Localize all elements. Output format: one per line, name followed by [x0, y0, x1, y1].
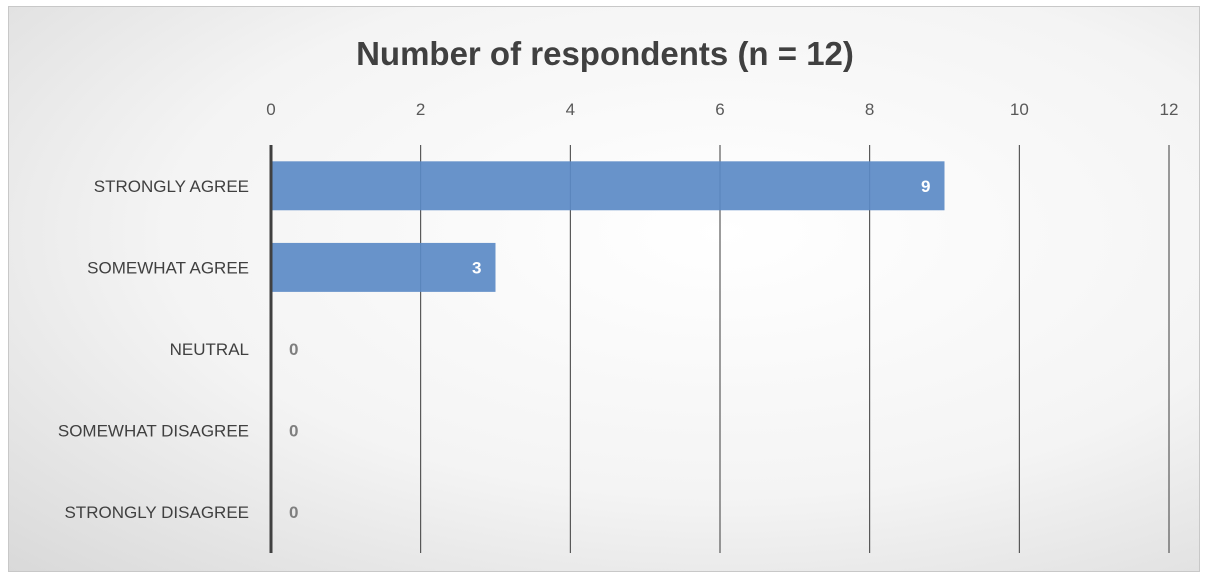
chart-area: Number of respondents (n = 12) 0 2 4 6 8 10 12…	[8, 6, 1200, 572]
x-axis-ticks: 0 2 4 6 8 10 12	[266, 100, 1178, 119]
bar-chart: Number of respondents (n = 12) 0 2 4 6 8 10 12…	[58, 35, 1178, 553]
x-tick-label: 12	[1160, 100, 1179, 119]
chart-title: Number of respondents (n = 12)	[356, 35, 854, 72]
category-label: NEUTRAL	[170, 340, 249, 359]
data-label: 3	[472, 258, 481, 277]
x-tick-label: 10	[1010, 100, 1029, 119]
data-label: 9	[921, 177, 930, 196]
x-tick-label: 2	[416, 100, 425, 119]
x-tick-label: 0	[266, 100, 275, 119]
x-tick-label: 4	[566, 100, 575, 119]
category-label: SOMEWHAT AGREE	[87, 258, 249, 277]
data-label: 0	[289, 340, 298, 359]
category-label: STRONGLY AGREE	[94, 177, 249, 196]
gridlines	[420, 145, 1170, 553]
x-tick-label: 8	[865, 100, 874, 119]
category-label: STRONGLY DISAGREE	[64, 503, 249, 522]
category-label: SOMEWHAT DISAGREE	[58, 422, 249, 441]
bar	[271, 161, 945, 211]
bars	[271, 161, 945, 292]
data-label: 0	[289, 422, 298, 441]
data-labels: 9 3 0 0 0	[289, 177, 931, 522]
x-tick-label: 6	[715, 100, 724, 119]
category-labels: STRONGLY AGREE SOMEWHAT AGREE NEUTRAL SOMEW…	[58, 177, 249, 522]
data-label: 0	[289, 503, 298, 522]
bar	[271, 242, 496, 292]
